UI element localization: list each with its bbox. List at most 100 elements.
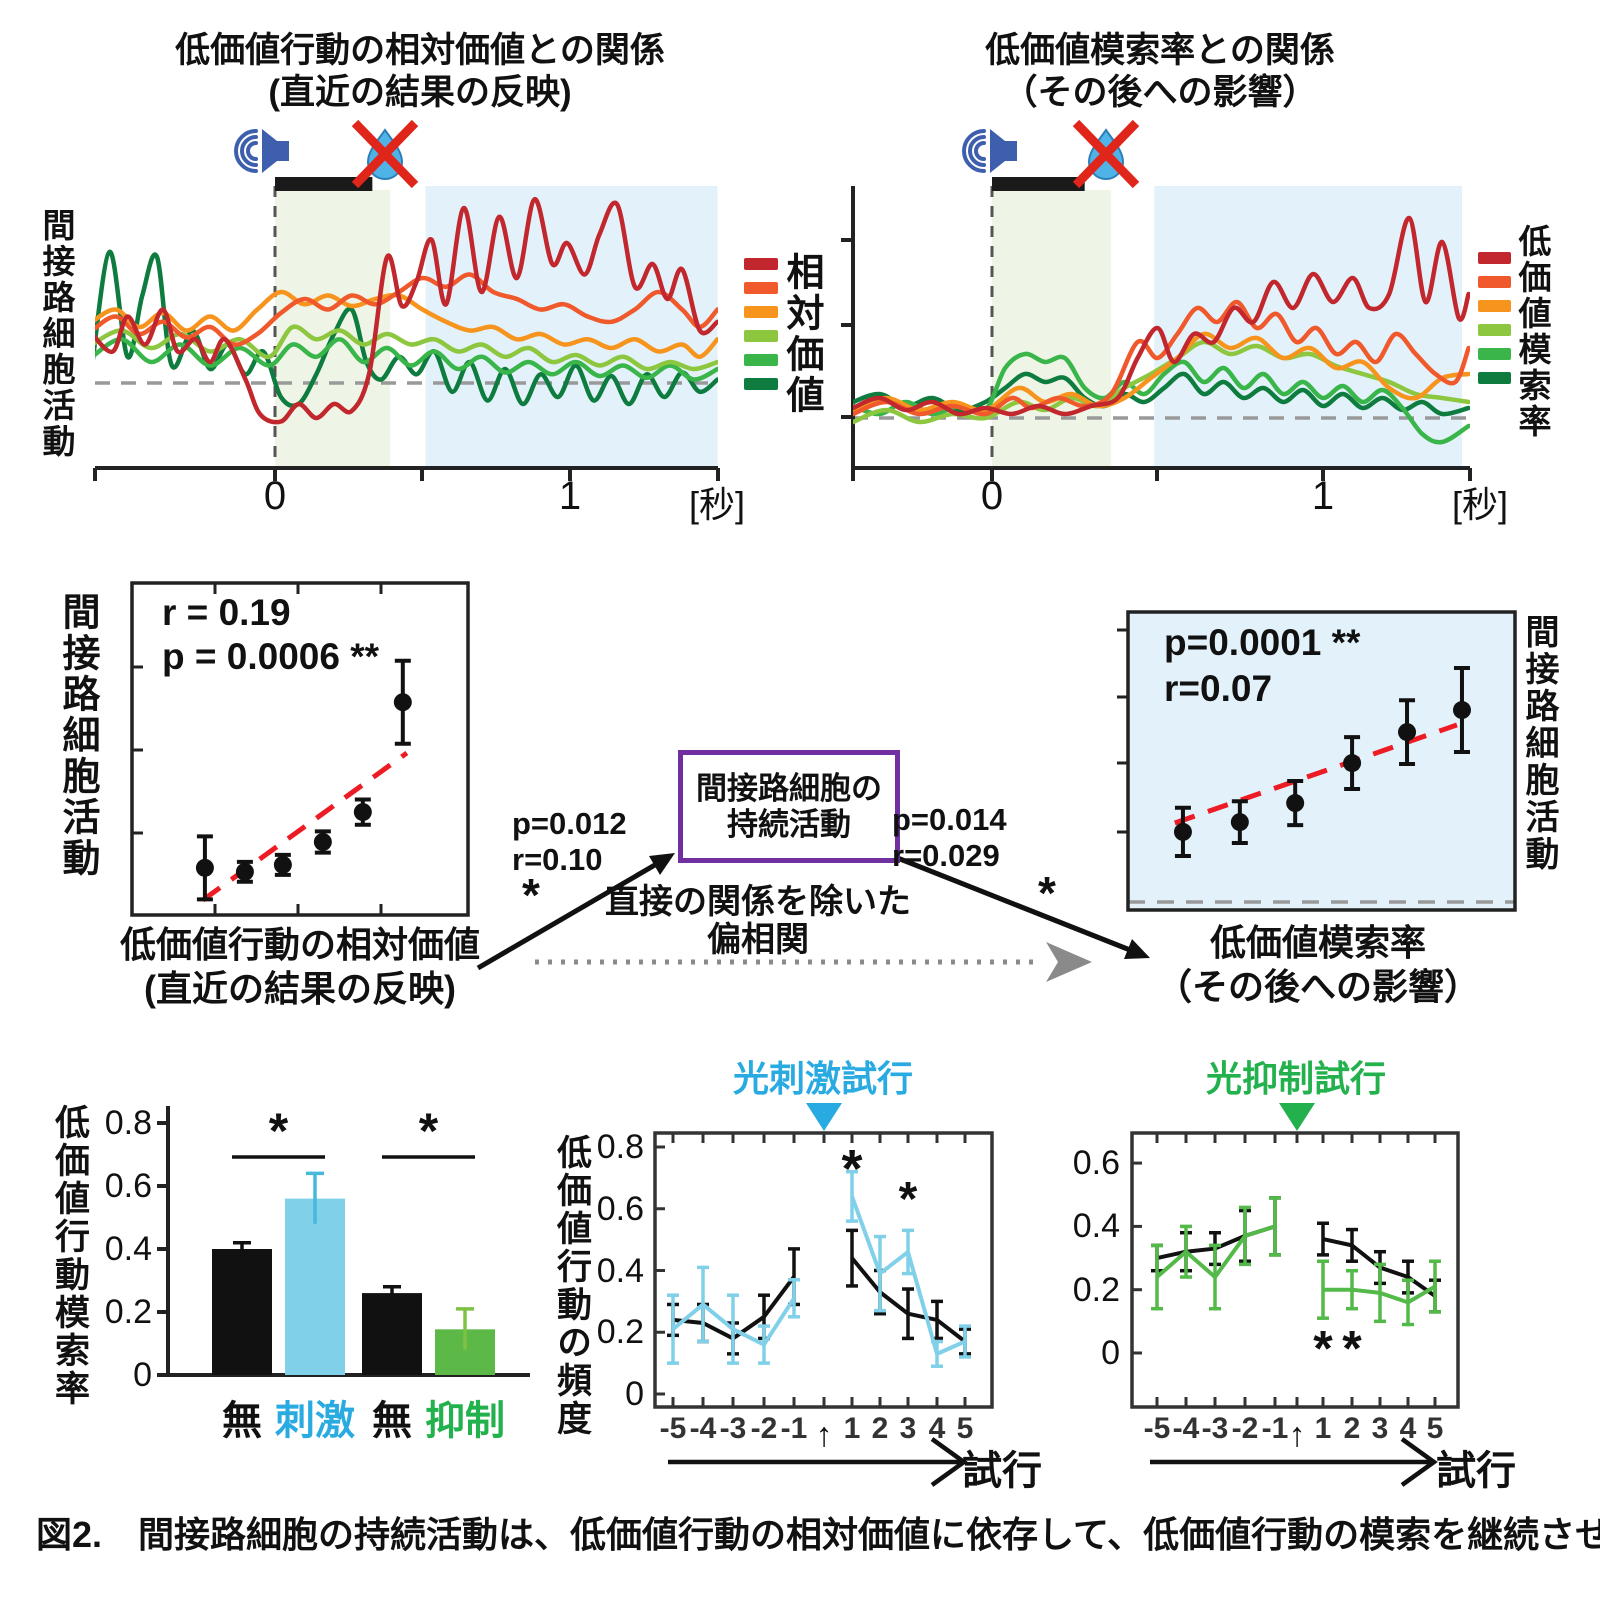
- no-reward-drop-icon: [351, 119, 419, 189]
- bar-chart-y-axis-label: 低価値行動模索率: [50, 1104, 89, 1408]
- scatter-point: [313, 832, 332, 851]
- bar-category-label-3: 抑制: [425, 1399, 505, 1443]
- stimulation-trial-chart-x-tick-label: -2: [750, 1412, 778, 1445]
- legend-swatch-level3: [1478, 324, 1511, 336]
- top-left-x-tick-1: 1: [558, 474, 582, 518]
- stimulation-trial-chart-y-tick-label: 0.8: [596, 1128, 644, 1166]
- inhibition-trial-chart-series-inhibition: [1323, 1284, 1437, 1305]
- stimulation-trial-title: 光刺激試行: [732, 1058, 914, 1099]
- stimulation-trial-chart-series-stim: [671, 1297, 796, 1347]
- bar-刺激-1: [285, 1198, 345, 1375]
- inhibition-trial-chart: * *: [1130, 1103, 1460, 1487]
- scatter-point: [1398, 723, 1417, 742]
- scatter-point: [195, 858, 214, 877]
- scatter-left-chart: [130, 581, 470, 917]
- legend-swatch-level5: [744, 282, 778, 294]
- stimulation-trial-chart-x-tick-label: -4: [689, 1412, 717, 1445]
- scatter-right-r-value: r=0.07: [1164, 668, 1273, 709]
- stimulation-trial-chart: **: [653, 1103, 994, 1487]
- dotted-arrow-head: [1046, 942, 1092, 982]
- stim-chart-x-axis-label: 試行: [962, 1449, 1042, 1493]
- bar-category-label-2: 無: [372, 1399, 412, 1443]
- bar-significance-star: *: [269, 1103, 289, 1159]
- top-right-x-tick-1: 1: [1311, 474, 1335, 518]
- no-reward-drop-icon: [1072, 119, 1140, 189]
- mediation-note-line1: 直接の関係を除いた: [605, 883, 911, 921]
- frequency-y-axis-label: 低価値行動の頻度: [552, 1134, 591, 1438]
- stimulation-trial-chart-significance-star: *: [899, 1173, 918, 1226]
- panel-top-left-title: 低価値行動の相対価値との関係: [175, 31, 665, 70]
- bar-category-label-1: 刺激: [275, 1399, 355, 1443]
- inhibition-trial-chart-series-inhibition: [1155, 1224, 1276, 1280]
- scatter-right-x-axis-label-line1: 低価値模索率: [1209, 922, 1427, 963]
- stimulation-trial-chart-y-tick-label: 0.2: [596, 1313, 644, 1352]
- legend-swatch-level1-lowest: [1478, 372, 1511, 384]
- bar-y-tick-label: 0.2: [104, 1293, 152, 1331]
- inhibition-trial-chart-x-tick-label: -4: [1172, 1412, 1200, 1445]
- bar-y-tick-label: 0.6: [104, 1167, 152, 1205]
- top-right-x-tick-0: 0: [980, 474, 1004, 518]
- scatter-point: [1452, 701, 1471, 720]
- inhibition-trial-chart-x-tick-label: 3: [1371, 1412, 1389, 1445]
- mediation-right-r-value: r=0.029: [892, 838, 1000, 873]
- stimulation-trial-chart-y-tick-label: 0: [625, 1375, 644, 1413]
- scatter-point: [235, 862, 254, 881]
- mediation-right-p-value: p=0.014: [892, 802, 1007, 837]
- stimulation-trial-chart-x-tick-label: 1: [843, 1412, 861, 1445]
- bar-significance-star: *: [419, 1103, 439, 1159]
- mediation-right-significance-star: *: [1038, 867, 1056, 919]
- legend-swatch-level5: [1478, 276, 1511, 288]
- stimulation-trial-chart-significance-star: *: [841, 1139, 862, 1199]
- top-left-trace-chart: [93, 177, 720, 481]
- stimulation-trial-chart-x-tick-label: 5: [956, 1412, 974, 1445]
- inhibition-trial-chart-x-tick-label: -1: [1261, 1412, 1289, 1445]
- top-right-trace-chart: [841, 177, 1472, 481]
- top-right-trace-chart-icons: [962, 119, 1140, 189]
- mediation-box-label-line2: 持続活動: [727, 806, 851, 842]
- mediation-left-p-value: p=0.012: [512, 806, 627, 841]
- inhibition-trial-chart-x-tick-label: -2: [1231, 1412, 1259, 1445]
- trial-cue-triangle-icon: [806, 1103, 842, 1131]
- legend-exploration-rate-label: 低価値模索率: [1514, 224, 1551, 440]
- scatter-left-x-axis-label-line1: 低価値行動の相対価値: [119, 924, 481, 965]
- legend-swatch-level2: [744, 354, 778, 366]
- inhibition-trial-chart-y-tick-label: 0.2: [1072, 1270, 1120, 1309]
- panel-top-left-subtitle: (直近の結果の反映): [268, 73, 572, 112]
- stimulation-trial-chart-y-tick-label: 0.6: [596, 1189, 644, 1228]
- bar-無-0: [212, 1249, 272, 1375]
- stimulation-trial-chart-x-tick-label: -3: [719, 1412, 747, 1445]
- exploration-rate-bar-chart: * *: [157, 1103, 530, 1377]
- bar-無-2: [362, 1293, 422, 1375]
- stimulation-trial-chart-cue-arrow-symbol: ↑: [815, 1416, 833, 1454]
- inhibition-trial-chart-x-tick-label: 5: [1426, 1412, 1444, 1445]
- stimulation-trial-chart-y-tick-label: 0.4: [596, 1251, 644, 1290]
- scatter-left-p-value: p = 0.0006 **: [162, 636, 380, 677]
- scatter-left-r-value: r = 0.19: [162, 592, 291, 633]
- top-left-trace-chart-icons: [234, 119, 419, 189]
- inhibition-trial-chart-significance-star: *: [1342, 1321, 1362, 1377]
- scatter-point: [273, 855, 292, 874]
- legend-swatch-level6-highest: [744, 258, 778, 270]
- speaker-icon: [962, 129, 1017, 173]
- figure-caption: 図2. 間接路細胞の持続活動は、低価値行動の相対価値に依存して、低価値行動の模索…: [36, 1514, 1600, 1555]
- top-left-x-tick-0: 0: [263, 474, 287, 518]
- scatter-right-chart: [1117, 610, 1517, 912]
- mediation-note-line2: 偏相関: [707, 921, 809, 959]
- scatter-point: [1343, 754, 1362, 773]
- top-left-x-unit: [秒]: [688, 484, 746, 525]
- stimulation-trial-chart-x-tick-label: -1: [780, 1412, 808, 1445]
- inhibition-trial-chart-cue-arrow-symbol: ↑: [1288, 1416, 1306, 1454]
- mediation-box-indirect-pathway-sustained-activity: 間接路細胞の 持続活動: [678, 750, 900, 863]
- bar-y-tick-label: 0.8: [104, 1104, 152, 1142]
- mediation-box-label-line1: 間接路細胞の: [696, 770, 882, 806]
- scatter-point: [1173, 822, 1192, 841]
- speaker-icon: [234, 129, 289, 173]
- inhibition-trial-chart-x-tick-label: -3: [1201, 1412, 1229, 1445]
- inhibition-trial-chart-y-tick-label: 0: [1101, 1334, 1120, 1372]
- panel-top-right-title: 低価値模索率との関係: [985, 31, 1335, 70]
- legend-exploration-rate: [1478, 252, 1511, 396]
- scatter-point: [393, 693, 412, 712]
- legend-swatch-level3: [744, 330, 778, 342]
- legend-relative-value-label: 相対価値: [780, 252, 822, 416]
